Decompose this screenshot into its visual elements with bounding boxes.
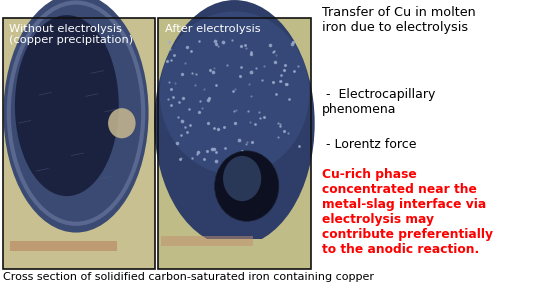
Text: Cu-rich phase
concentrated near the
metal-slag interface via
electrolysis may
co: Cu-rich phase concentrated near the meta…: [322, 168, 493, 255]
Bar: [161, 236, 253, 246]
Ellipse shape: [3, 0, 148, 233]
Ellipse shape: [160, 11, 309, 175]
Bar: [10, 241, 117, 251]
Ellipse shape: [223, 156, 261, 201]
Text: -  Electrocapillary
phenomena: - Electrocapillary phenomena: [322, 88, 435, 116]
Bar: [3, 244, 155, 269]
Bar: [158, 18, 311, 269]
Bar: [3, 18, 155, 269]
Text: Without electrolysis
(copper precipitation): Without electrolysis (copper precipitati…: [9, 24, 133, 45]
Ellipse shape: [15, 15, 119, 196]
Ellipse shape: [108, 108, 136, 138]
Text: After electrolysis: After electrolysis: [165, 24, 260, 34]
Ellipse shape: [154, 0, 315, 246]
Text: Transfer of Cu in molten
iron due to electrolysis: Transfer of Cu in molten iron due to ele…: [322, 6, 475, 34]
Ellipse shape: [214, 151, 279, 221]
Bar: [158, 239, 311, 269]
Text: - Lorentz force: - Lorentz force: [322, 138, 416, 151]
Text: Cross section of solidified carbon-saturated iron containing copper: Cross section of solidified carbon-satur…: [3, 272, 374, 282]
Bar: [158, 18, 311, 269]
Bar: [3, 18, 155, 269]
